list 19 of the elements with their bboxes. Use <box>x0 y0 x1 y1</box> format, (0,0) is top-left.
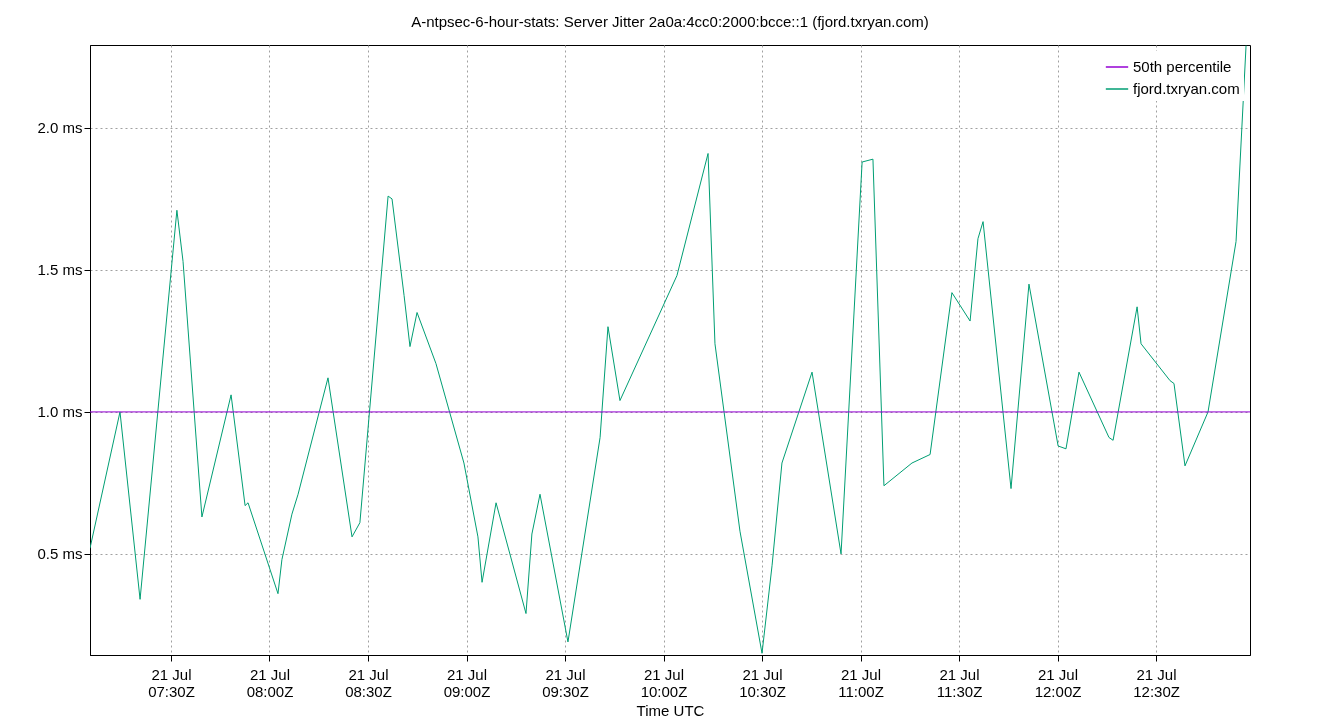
x-tick-label: 21 Jul 09:30Z <box>542 665 589 700</box>
x-tick-label: 21 Jul 09:00Z <box>443 665 491 700</box>
x-tick-label: 21 Jul 08:30Z <box>345 665 392 700</box>
legend-label: fjord.txryan.com <box>1133 80 1240 97</box>
x-tick-label: 21 Jul 10:30Z <box>739 665 786 700</box>
x-tick-label: 21 Jul 10:00Z <box>640 665 688 700</box>
x-tick-label: 21 Jul 11:00Z <box>838 665 884 700</box>
y-tick-label: 1.5 ms <box>37 261 83 279</box>
y-tick-label: 1.0 ms <box>37 403 83 421</box>
legend-label: 50th percentile <box>1133 58 1232 75</box>
y-tick-label: 2.0 ms <box>37 119 83 137</box>
chart-title: A-ntpsec-6-hour-stats: Server Jitter 2a0a:4cc0:2000:bcce::1 (fjord.txryan.com) <box>411 13 929 30</box>
x-tick-label: 21 Jul 12:00Z <box>1034 665 1082 700</box>
x-tick-label: 21 Jul 12:30Z <box>1133 665 1180 700</box>
x-tick-label: 21 Jul 07:30Z <box>148 665 195 700</box>
x-axis-title: Time UTC <box>636 701 705 719</box>
x-tick-label: 21 Jul 08:00Z <box>246 665 294 700</box>
x-tick-label: 21 Jul 11:30Z <box>936 665 983 700</box>
y-tick-label: 0.5 ms <box>37 545 83 563</box>
